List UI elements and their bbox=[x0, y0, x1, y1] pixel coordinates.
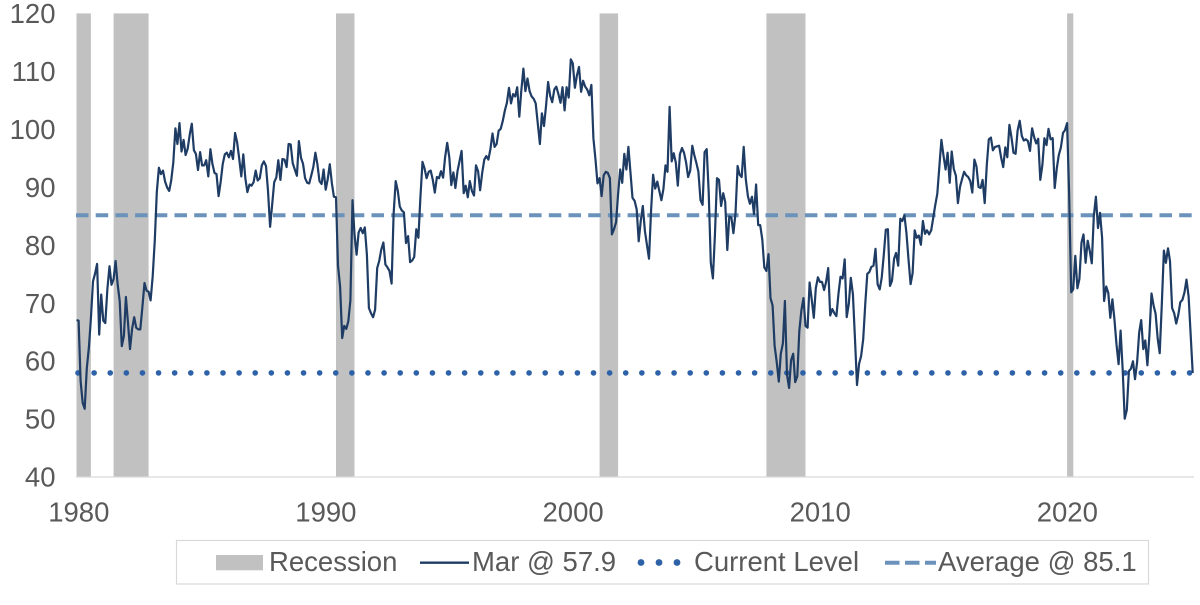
svg-text:120: 120 bbox=[10, 0, 56, 29]
svg-text:1990: 1990 bbox=[295, 497, 356, 528]
svg-text:1980: 1980 bbox=[48, 497, 109, 528]
svg-text:Current Level: Current Level bbox=[694, 546, 859, 577]
svg-text:2000: 2000 bbox=[543, 497, 604, 528]
svg-text:2010: 2010 bbox=[790, 497, 851, 528]
svg-text:60: 60 bbox=[25, 346, 56, 377]
svg-text:100: 100 bbox=[10, 114, 56, 145]
svg-text:40: 40 bbox=[25, 462, 56, 493]
svg-text:Average @ 85.1: Average @ 85.1 bbox=[938, 546, 1137, 577]
svg-text:50: 50 bbox=[25, 404, 56, 435]
svg-text:70: 70 bbox=[25, 288, 56, 319]
svg-text:90: 90 bbox=[25, 172, 56, 203]
svg-text:80: 80 bbox=[25, 230, 56, 261]
svg-text:Recession: Recession bbox=[269, 546, 397, 577]
svg-text:2020: 2020 bbox=[1037, 497, 1098, 528]
svg-text:Mar @ 57.9: Mar @ 57.9 bbox=[472, 546, 616, 577]
svg-text:110: 110 bbox=[12, 56, 56, 87]
